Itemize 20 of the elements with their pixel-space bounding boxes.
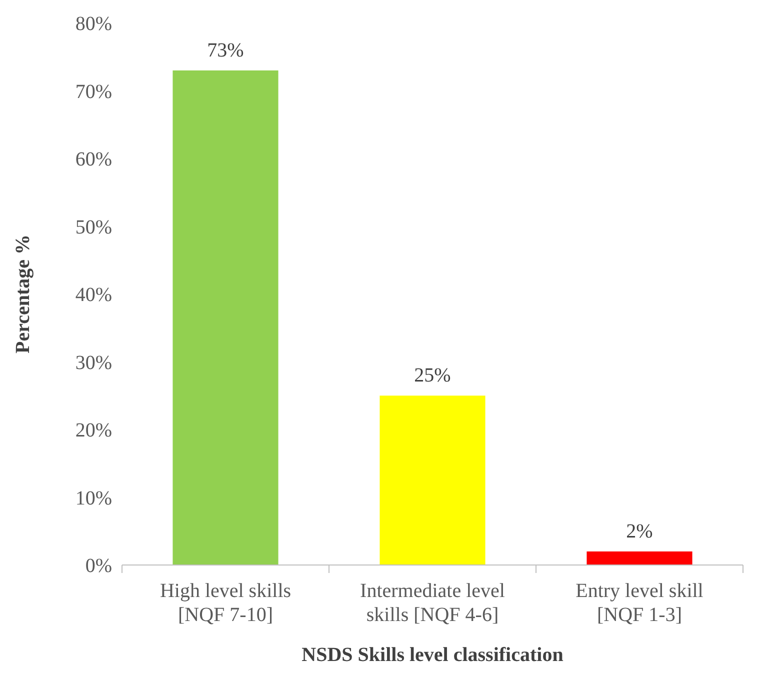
y-tick-label: 20% <box>75 420 112 442</box>
y-tick-label: 0% <box>85 555 112 577</box>
y-tick-label: 50% <box>75 216 112 238</box>
bar <box>172 70 278 565</box>
y-tick-label: 30% <box>75 352 112 374</box>
data-label: 25% <box>414 364 451 387</box>
y-tick-label: 60% <box>75 148 112 170</box>
y-tick-label: 10% <box>75 487 112 510</box>
y-axis-title: Percentage % <box>12 234 34 354</box>
bar <box>380 396 486 565</box>
y-tick-label: 70% <box>75 80 112 103</box>
x-tick-label: Entry level skill [NQF 1-3] <box>576 580 704 626</box>
y-tick-label: 40% <box>75 284 112 306</box>
data-label: 73% <box>207 39 244 62</box>
bar <box>586 551 692 565</box>
y-tick-label: 80% <box>75 13 112 35</box>
x-tick-label: High level skills [NQF 7-10] <box>160 580 292 626</box>
x-tick-label: Intermediate level skills [NQF 4-6] <box>360 580 506 626</box>
x-axis-title: NSDS Skills level classification <box>302 644 564 666</box>
data-label: 2% <box>626 520 653 542</box>
